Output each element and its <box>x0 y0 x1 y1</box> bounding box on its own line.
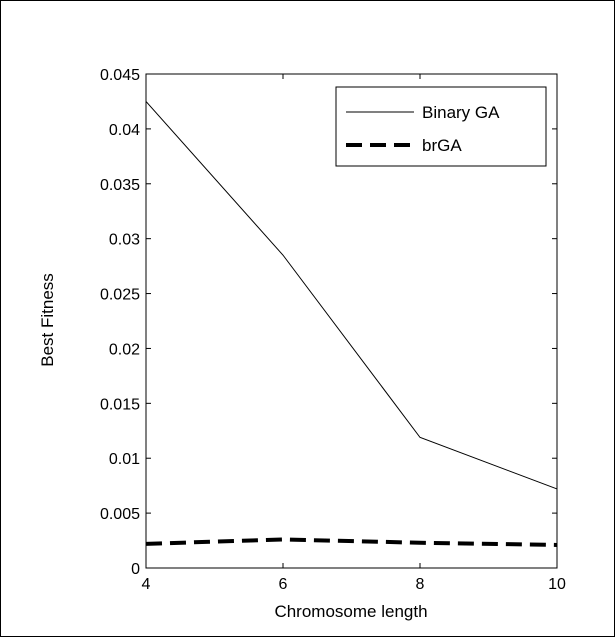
y-tick-label: 0.015 <box>100 396 140 413</box>
y-tick-label: 0.04 <box>109 122 140 139</box>
y-tick-label: 0.035 <box>100 177 140 194</box>
y-axis-label: Best Fitness <box>38 273 57 367</box>
y-tick-label: 0.02 <box>109 341 140 358</box>
x-tick-label: 10 <box>548 576 566 593</box>
x-tick-label: 8 <box>416 576 425 593</box>
y-tick-label: 0.03 <box>109 232 140 249</box>
legend-box <box>335 86 547 167</box>
x-tick-label: 4 <box>142 576 151 593</box>
ticks-layer: 4 6 8 10 0 0.005 0.01 0.015 0.02 0.025 0.03 0.035 0.… <box>100 67 566 593</box>
y-tick-label: 0.005 <box>100 506 140 523</box>
y-tick-label: 0.01 <box>109 451 140 468</box>
y-tick-label: 0.025 <box>100 287 140 304</box>
y-tick-label: 0.045 <box>100 67 140 84</box>
y-tick-label: 0 <box>131 561 140 578</box>
x-axis-label: Chromosome length <box>274 602 427 621</box>
series-binary-ga-line <box>145 101 558 490</box>
series-layer <box>145 101 558 547</box>
x-tick-label: 6 <box>279 576 288 593</box>
legend-label: brGA <box>422 136 462 155</box>
legend: Binary GA brGA <box>335 86 547 167</box>
legend-label: Binary GA <box>422 103 500 122</box>
series-brga-line <box>145 537 558 547</box>
